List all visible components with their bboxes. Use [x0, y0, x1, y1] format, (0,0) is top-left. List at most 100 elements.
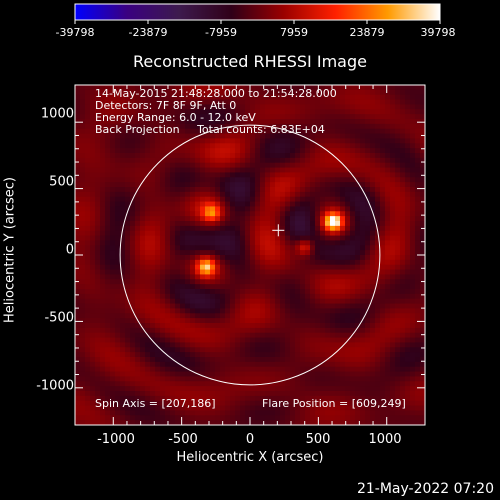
heatmap-cell [240, 138, 246, 144]
heatmap-cell [350, 386, 356, 392]
heatmap-cell [355, 187, 361, 193]
heatmap-cell [140, 187, 146, 193]
heatmap-cell [415, 162, 421, 168]
heatmap-cell [125, 269, 131, 275]
heatmap-cell [100, 187, 106, 193]
heatmap-cell [165, 148, 171, 154]
heatmap-cell [115, 313, 121, 319]
heatmap-cell [105, 371, 111, 377]
heatmap-cell [160, 153, 166, 159]
heatmap-cell [250, 255, 256, 261]
heatmap-cell [160, 187, 166, 193]
heatmap-cell [325, 347, 331, 353]
heatmap-cell [340, 400, 346, 406]
heatmap-cell [170, 119, 176, 125]
heatmap-cell [255, 128, 261, 134]
heatmap-cell [305, 153, 311, 159]
heatmap-cell [85, 109, 91, 115]
heatmap-cell [180, 128, 186, 134]
heatmap-cell [205, 395, 211, 402]
heatmap-cell [315, 357, 321, 363]
heatmap-cell [220, 400, 226, 406]
heatmap-cell [410, 366, 416, 372]
heatmap-cell [205, 157, 211, 164]
heatmap-cell [195, 138, 201, 144]
heatmap-cell [370, 352, 376, 358]
heatmap-cell [345, 318, 351, 324]
heatmap-cell [365, 332, 371, 338]
heatmap-cell [350, 391, 356, 397]
heatmap-cell [310, 386, 316, 392]
heatmap-cell [90, 206, 96, 212]
heatmap-cell [215, 347, 221, 353]
heatmap-cell [265, 386, 271, 392]
heatmap-cell [95, 420, 101, 425]
heatmap-cell [235, 201, 241, 207]
heatmap-cell [235, 230, 241, 236]
heatmap-cell [165, 128, 171, 134]
heatmap-cell [115, 162, 121, 168]
heatmap-cell [285, 289, 291, 295]
heatmap-cell [340, 289, 346, 295]
heatmap-cell [90, 133, 96, 139]
heatmap-cell [370, 279, 376, 285]
heatmap-cell [200, 167, 206, 173]
heatmap-cell [205, 162, 211, 168]
heatmap-cell [290, 371, 296, 377]
heatmap-cell [100, 255, 106, 261]
heatmap-cell [135, 308, 141, 314]
heatmap-cell [270, 269, 276, 275]
heatmap-cell [415, 259, 421, 266]
heatmap-cell [315, 318, 321, 324]
heatmap-cell [385, 230, 391, 236]
heatmap-cell [165, 318, 171, 324]
heatmap-cell [395, 381, 401, 387]
heatmap-cell [165, 332, 171, 338]
heatmap-cell [100, 216, 106, 222]
heatmap-cell [155, 182, 161, 188]
heatmap-cell [330, 410, 336, 416]
heatmap-cell [325, 264, 331, 270]
heatmap-cell [250, 211, 256, 217]
heatmap-cell [255, 225, 261, 232]
heatmap-cell [75, 114, 81, 120]
heatmap-cell [355, 167, 361, 173]
heatmap-cell [395, 94, 401, 100]
heatmap-cell [145, 250, 151, 256]
heatmap-cell [100, 400, 106, 406]
heatmap-cell [280, 395, 286, 402]
heatmap-cell [360, 89, 366, 96]
heatmap-cell [335, 366, 341, 372]
heatmap-cell [100, 206, 106, 212]
heatmap-cell [150, 148, 156, 154]
heatmap-cell [110, 274, 116, 280]
heatmap-cell [235, 167, 241, 173]
heatmap-cell [260, 104, 266, 110]
heatmap-cell [415, 420, 421, 425]
heatmap-cell [310, 293, 316, 300]
heatmap-cell [250, 342, 256, 348]
heatmap-cell [90, 371, 96, 377]
heatmap-cell [185, 235, 191, 241]
heatmap-cell [270, 420, 276, 425]
heatmap-cell [250, 298, 256, 304]
heatmap-cell [110, 255, 116, 261]
heatmap-cell [200, 216, 206, 222]
heatmap-cell [170, 352, 176, 358]
heatmap-cell [145, 85, 151, 91]
heatmap-cell [345, 361, 351, 368]
heatmap-cell [125, 284, 131, 290]
heatmap-cell [165, 216, 171, 222]
heatmap-cell [325, 405, 331, 411]
heatmap-cell [120, 400, 126, 406]
heatmap-cell [100, 235, 106, 241]
heatmap-cell [145, 89, 151, 96]
heatmap-cell [185, 206, 191, 212]
heatmap-cell [245, 245, 251, 251]
heatmap-cell [190, 167, 196, 173]
heatmap-cell [315, 279, 321, 285]
heatmap-cell [185, 293, 191, 300]
heatmap-cell [420, 123, 425, 130]
heatmap-cell [400, 114, 406, 120]
heatmap-cell [190, 172, 196, 178]
